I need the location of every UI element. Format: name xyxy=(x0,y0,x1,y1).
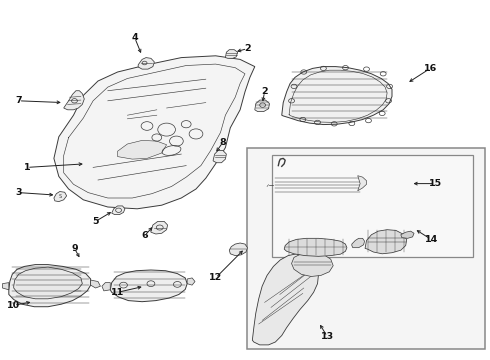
Text: 7: 7 xyxy=(15,96,22,105)
Polygon shape xyxy=(112,206,125,215)
Polygon shape xyxy=(110,270,187,302)
Polygon shape xyxy=(225,50,238,58)
Text: 16: 16 xyxy=(423,64,437,73)
Polygon shape xyxy=(187,278,195,285)
Polygon shape xyxy=(91,280,100,288)
Polygon shape xyxy=(255,100,270,112)
Polygon shape xyxy=(54,192,67,202)
Text: 1: 1 xyxy=(24,163,30,172)
Polygon shape xyxy=(54,56,255,209)
Text: 6: 6 xyxy=(141,231,148,240)
Text: 9: 9 xyxy=(71,244,78,253)
Text: 11: 11 xyxy=(111,288,124,297)
FancyBboxPatch shape xyxy=(272,155,473,257)
Polygon shape xyxy=(229,243,247,256)
Polygon shape xyxy=(365,230,407,254)
Text: 12: 12 xyxy=(209,274,222,282)
FancyBboxPatch shape xyxy=(247,148,485,349)
Polygon shape xyxy=(252,254,318,345)
Polygon shape xyxy=(284,238,347,256)
Text: 3: 3 xyxy=(15,188,22,197)
Polygon shape xyxy=(352,238,365,248)
Text: 2: 2 xyxy=(244,44,251,53)
Polygon shape xyxy=(2,283,9,290)
Text: S: S xyxy=(58,194,61,199)
Polygon shape xyxy=(282,67,392,125)
Text: 10: 10 xyxy=(7,301,20,310)
Text: 14: 14 xyxy=(424,235,438,244)
Polygon shape xyxy=(14,267,82,299)
Polygon shape xyxy=(213,150,226,163)
Polygon shape xyxy=(64,91,84,110)
Text: 13: 13 xyxy=(321,332,334,341)
Text: 15: 15 xyxy=(429,179,441,188)
Polygon shape xyxy=(273,176,362,194)
Text: 4: 4 xyxy=(131,33,138,42)
Polygon shape xyxy=(151,221,168,234)
Polygon shape xyxy=(358,176,367,191)
Text: 2: 2 xyxy=(261,87,268,96)
Text: 5: 5 xyxy=(92,217,99,226)
Polygon shape xyxy=(9,265,91,307)
Polygon shape xyxy=(138,58,154,69)
Polygon shape xyxy=(292,253,333,276)
Text: 8: 8 xyxy=(220,138,226,147)
Polygon shape xyxy=(102,283,110,291)
Polygon shape xyxy=(401,231,414,238)
Polygon shape xyxy=(118,140,167,159)
